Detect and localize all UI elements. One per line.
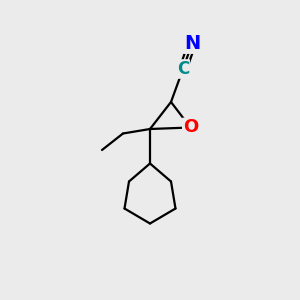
Text: O: O: [183, 118, 198, 136]
Text: C: C: [177, 60, 189, 78]
Text: N: N: [184, 34, 200, 53]
